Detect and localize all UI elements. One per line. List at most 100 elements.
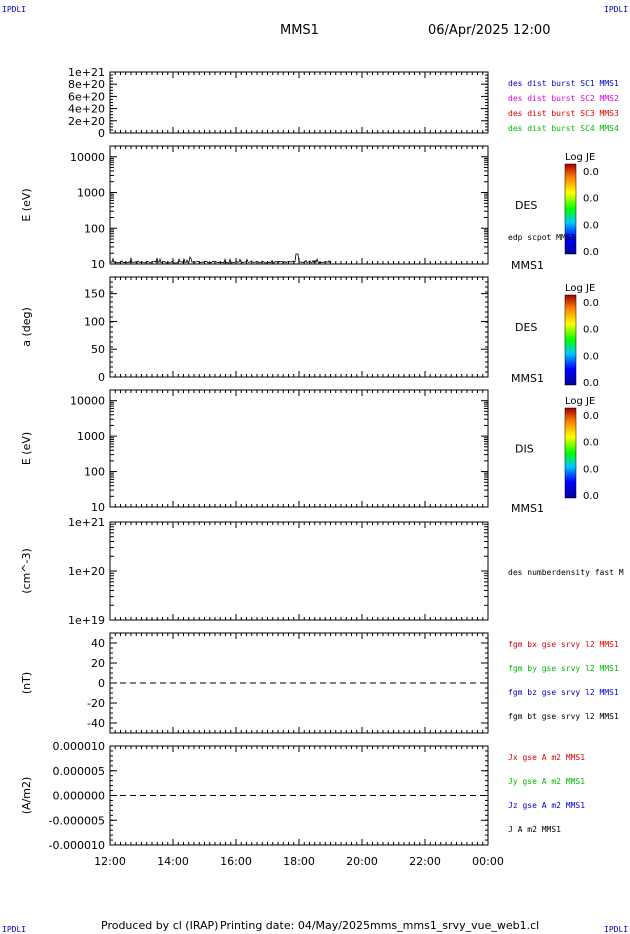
y-tick-label: 1000 [77, 430, 105, 443]
legend-entry: fgm bt gse srvy l2 MMS1 [508, 712, 619, 721]
legend-entry: des numberdensity fast M [508, 568, 624, 577]
panel-3: 150 100 50 0 a (deg) DES MMS1 Log JE 0.0 0.0 0.0 0.… [20, 276, 599, 389]
x-tick-label: 18:00 [283, 855, 315, 868]
panel-frame [109, 145, 489, 265]
y-axis-label: a (deg) [20, 307, 33, 347]
legend-entry: des dist burst SC2 MMS2 [508, 94, 619, 103]
panel-frame [109, 389, 489, 508]
y-axis-label: (A/m2) [20, 777, 33, 815]
y-tick-label: 50 [91, 343, 105, 356]
y-tick-label: 10000 [70, 395, 105, 408]
colorbar-tick-label: 0.0 [583, 298, 599, 309]
header-spacecraft: MMS1 [280, 23, 319, 38]
y-axis-label: (nT) [20, 672, 33, 694]
spacecraft-label: MMS1 [511, 502, 544, 515]
y-tick-label: -0.000005 [49, 814, 105, 827]
footer-filename: mms_mms1_srvy_vue_web1.cl [370, 919, 539, 932]
legend-entry: fgm bz gse srvy l2 MMS1 [508, 688, 619, 697]
panel-5: 1e+21 1e+20 1e+19 (cm^-3) des numberdensity … [20, 516, 624, 627]
legend-entry: Jz gse A m2 MMS1 [508, 801, 585, 810]
y-tick-label: 6e+20 [68, 90, 105, 103]
legend-entry: fgm by gse srvy l2 MMS1 [508, 664, 619, 673]
y-tick-label: 100 [84, 222, 105, 235]
footer-producer: Produced by cl (IRAP) [101, 919, 218, 932]
x-tick-label: 14:00 [157, 855, 189, 868]
y-tick-label: 1e+21 [68, 66, 105, 79]
panel-2: 10000 1000 100 10 E (eV) DES MMS1 Log JE 0.0 0.0 0… [20, 145, 599, 272]
panel-6: 40 20 0 -20 -40 (nT) fgm bx gse srvy l2 MMS1 fg… [20, 632, 619, 734]
corner-label-top-right: IPDLI [604, 5, 628, 14]
instrument-label: DES [515, 321, 537, 334]
y-tick-label: 40 [91, 637, 105, 650]
overlay-legend: edp scpot MMS1 [508, 233, 576, 242]
colorbar-title: Log JE [565, 152, 595, 163]
y-tick-label: 10 [91, 258, 105, 271]
x-tick-label: 20:00 [346, 855, 378, 868]
legend-entry: J A m2 MMS1 [508, 825, 561, 834]
instrument-label: DIS [515, 443, 534, 456]
legend-entry: des dist burst SC4 MMS4 [508, 124, 619, 133]
y-tick-label: 0 [98, 677, 105, 690]
y-tick-label: 0 [98, 127, 105, 140]
y-tick-label: 10 [91, 501, 105, 514]
colorbar-tick-label: 0.0 [583, 438, 599, 449]
legend-entry: Jy gse A m2 MMS1 [508, 777, 585, 786]
legend-entry: Jx gse A m2 MMS1 [508, 753, 585, 762]
legend-entry: des dist burst SC3 MMS3 [508, 109, 619, 118]
panel-frame [109, 276, 489, 378]
colorbar-tick-label: 0.0 [583, 167, 599, 178]
y-tick-label: 100 [84, 466, 105, 479]
scpot-trace [109, 253, 331, 264]
y-tick-label: -0.000010 [49, 839, 105, 852]
y-tick-label: 0.000000 [53, 790, 106, 803]
y-tick-label: 4e+20 [68, 103, 105, 116]
x-axis-labels: 12:00 14:00 16:00 18:00 20:00 22:00 00:00 [94, 855, 504, 868]
panel-frame [109, 71, 489, 134]
colorbar-tick-label: 0.0 [583, 491, 599, 502]
y-tick-label: 8e+20 [68, 78, 105, 91]
colorbar-tick-label: 0.0 [583, 194, 599, 205]
panel-4: 10000 1000 100 10 E (eV) DIS MMS1 Log JE 0.0 0.0 0… [20, 389, 599, 515]
x-tick-label: 22:00 [409, 855, 441, 868]
colorbar-tick-label: 0.0 [583, 325, 599, 336]
spacecraft-label: MMS1 [511, 372, 544, 385]
footer-printing-date: Printing date: 04/May/2025 [220, 919, 370, 932]
y-tick-label: 100 [84, 315, 105, 328]
x-tick-label: 16:00 [220, 855, 252, 868]
y-tick-label: 10000 [70, 151, 105, 164]
corner-label-bottom-right: IPDLI [604, 925, 628, 934]
y-tick-label: 0.000005 [53, 765, 106, 778]
y-tick-label: 150 [84, 288, 105, 301]
colorbar-tick-label: 0.0 [583, 220, 599, 231]
x-tick-label: 12:00 [94, 855, 126, 868]
y-tick-label: 20 [91, 657, 105, 670]
colorbar [564, 294, 577, 386]
colorbar [564, 407, 577, 499]
y-tick-label: 1e+19 [68, 614, 105, 627]
colorbar-tick-label: 0.0 [583, 247, 599, 258]
instrument-label: DES [515, 199, 537, 212]
y-tick-label: -20 [87, 697, 105, 710]
header-datetime: 06/Apr/2025 12:00 [428, 23, 550, 38]
colorbar-tick-label: 0.0 [583, 411, 599, 422]
panel-frame [109, 521, 489, 621]
legend-entry: fgm bx gse srvy l2 MMS1 [508, 640, 619, 649]
colorbar-tick-label: 0.0 [583, 464, 599, 475]
y-tick-label: 1e+21 [68, 516, 105, 529]
y-tick-label: 1000 [77, 187, 105, 200]
corner-label-top-left: IPDLI [2, 5, 26, 14]
colorbar-tick-label: 0.0 [583, 351, 599, 362]
y-tick-label: 0 [98, 371, 105, 384]
legend-entry: des dist burst SC1 MMS1 [508, 79, 619, 88]
x-tick-label: 00:00 [472, 855, 504, 868]
y-tick-label: -40 [87, 717, 105, 730]
y-axis-label: E (eV) [20, 432, 33, 465]
colorbar-title: Log JE [565, 283, 595, 294]
y-tick-label: 2e+20 [68, 115, 105, 128]
panel-7: 0.000010 0.000005 0.000000 -0.000005 -0.0000… [20, 740, 585, 852]
colorbar-title: Log JE [565, 396, 595, 407]
